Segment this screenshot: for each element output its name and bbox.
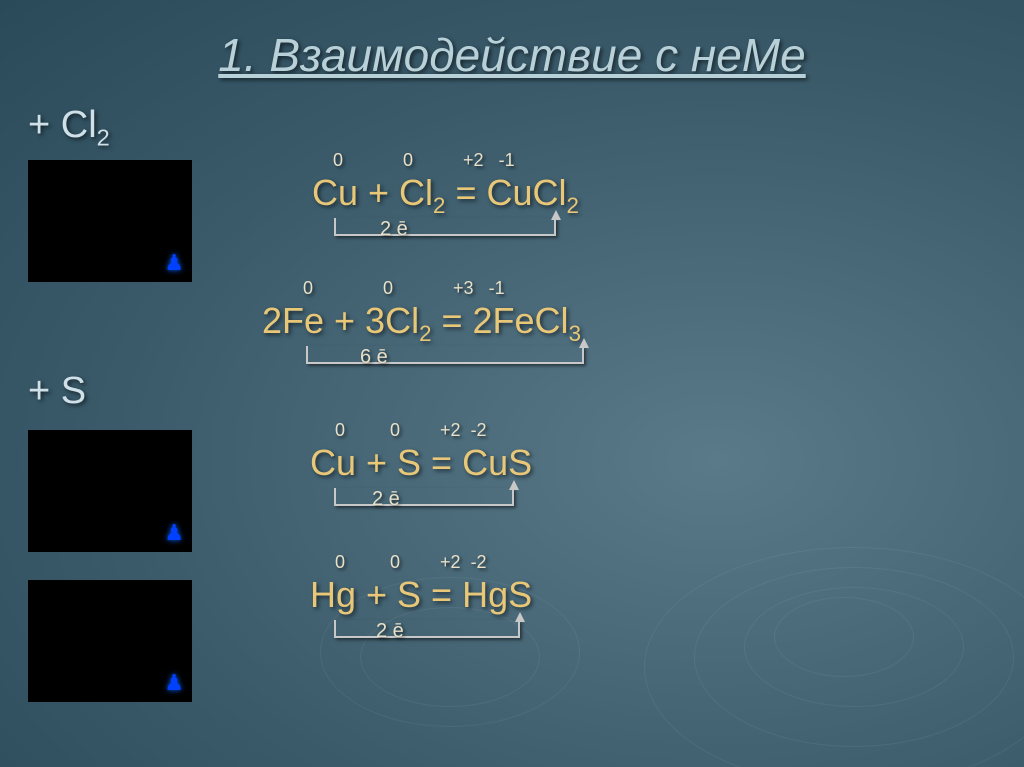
- video-placeholder-3[interactable]: ♟: [28, 580, 192, 702]
- arrow-up-icon: [515, 612, 525, 622]
- media-icon: ♟: [164, 520, 184, 546]
- media-icon: ♟: [164, 250, 184, 276]
- oxidation-states: 0 0 +3 -1: [298, 278, 505, 299]
- subheader-s: + S: [28, 370, 86, 413]
- electron-count: 2 ē: [372, 488, 400, 511]
- oxidation-states: 0 0 +2 -2: [330, 420, 487, 441]
- electron-bracket: [334, 218, 556, 236]
- electron-bracket: [306, 346, 584, 364]
- electron-bracket: [334, 620, 520, 638]
- arrow-up-icon: [551, 210, 561, 220]
- arrow-up-icon: [579, 338, 589, 348]
- electron-bracket: [334, 488, 514, 506]
- chem-formula: Cu + S = CuS: [310, 442, 532, 484]
- subheader-cl2: + Cl2: [28, 104, 110, 152]
- bg-ripple: [774, 597, 914, 677]
- chem-formula: Hg + S = HgS: [310, 574, 532, 616]
- chem-formula: Cu + Cl2 = CuCl2: [312, 172, 579, 219]
- video-placeholder-2[interactable]: ♟: [28, 430, 192, 552]
- slide-title: 1. Взаимодействие с неМе: [0, 28, 1024, 82]
- chem-formula: 2Fe + 3Cl2 = 2FeCl3: [262, 300, 581, 347]
- oxidation-states: 0 0 +2 -2: [330, 552, 487, 573]
- electron-count: 6 ē: [360, 346, 388, 369]
- electron-count: 2 ē: [376, 620, 404, 643]
- arrow-up-icon: [509, 480, 519, 490]
- oxidation-states: 0 0 +2 -1: [328, 150, 515, 171]
- electron-count: 2 ē: [380, 218, 408, 241]
- video-placeholder-1[interactable]: ♟: [28, 160, 192, 282]
- media-icon: ♟: [164, 670, 184, 696]
